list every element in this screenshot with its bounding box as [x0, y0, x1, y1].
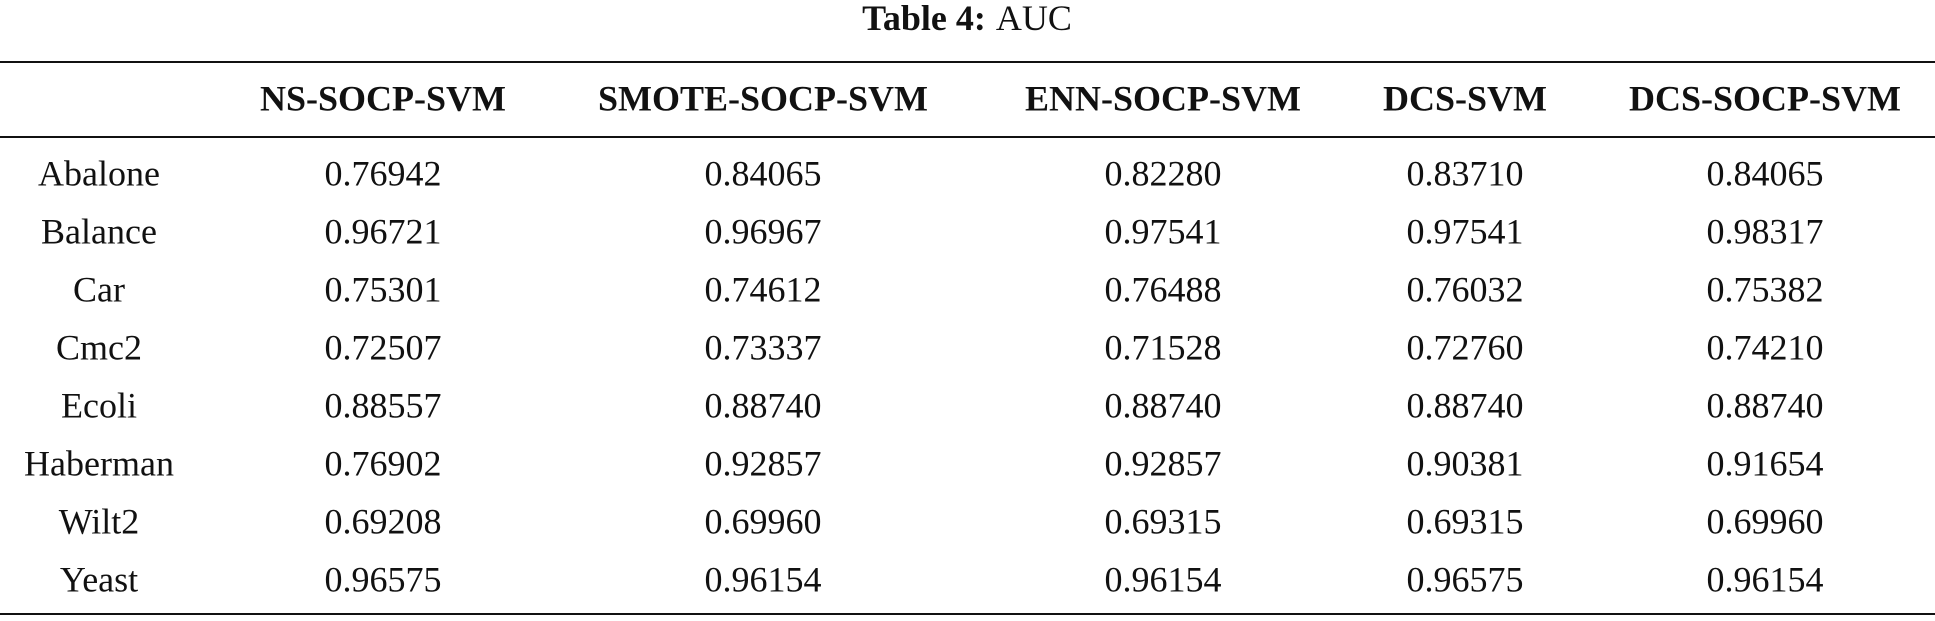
cell: 0.69960: [1707, 501, 1824, 541]
row-label: Car: [73, 269, 125, 309]
cell: 0.83710: [1407, 153, 1524, 193]
cell: 0.71528: [1105, 327, 1222, 367]
cell: 0.76902: [325, 443, 442, 483]
header-cell: SMOTE-SOCP-SVM: [598, 78, 928, 118]
cell: 0.96575: [1407, 559, 1524, 599]
cell: 0.88740: [1105, 385, 1222, 425]
cell: 0.97541: [1407, 211, 1524, 251]
header-cell: DCS-SVM: [1383, 78, 1547, 118]
cell: 0.69208: [325, 501, 442, 541]
caption: Table 4: AUC: [862, 0, 1072, 38]
caption-label: Table 4:: [862, 0, 986, 38]
cell: 0.97541: [1105, 211, 1222, 251]
cell: 0.96967: [705, 211, 822, 251]
cell: 0.96154: [705, 559, 822, 599]
header-cell: NS-SOCP-SVM: [260, 78, 506, 118]
cell: 0.88557: [325, 385, 442, 425]
cell: 0.75301: [325, 269, 442, 309]
header-cell: DCS-SOCP-SVM: [1629, 78, 1901, 118]
cell: 0.72760: [1407, 327, 1524, 367]
cell: 0.98317: [1707, 211, 1824, 251]
cell: 0.69960: [705, 501, 822, 541]
cell: 0.76942: [325, 153, 442, 193]
cell: 0.96721: [325, 211, 442, 251]
cell: 0.82280: [1105, 153, 1222, 193]
cell: 0.73337: [705, 327, 822, 367]
row-label: Balance: [41, 211, 157, 251]
row-label: Yeast: [60, 559, 138, 599]
row-label: Abalone: [38, 153, 160, 193]
cell: 0.90381: [1407, 443, 1524, 483]
cell: 0.69315: [1407, 501, 1524, 541]
row-label: Wilt2: [59, 501, 140, 541]
cell: 0.88740: [1407, 385, 1524, 425]
cell: 0.96154: [1105, 559, 1222, 599]
row-label: Cmc2: [56, 327, 142, 367]
cell: 0.84065: [705, 153, 822, 193]
cell: 0.96154: [1707, 559, 1824, 599]
header-cell: ENN-SOCP-SVM: [1025, 78, 1301, 118]
cell: 0.76032: [1407, 269, 1524, 309]
row-label: Ecoli: [61, 385, 137, 425]
cell: 0.92857: [705, 443, 822, 483]
cell: 0.75382: [1707, 269, 1824, 309]
cell: 0.76488: [1105, 269, 1222, 309]
caption-text: AUC: [996, 0, 1072, 38]
cell: 0.72507: [325, 327, 442, 367]
cell: 0.96575: [325, 559, 442, 599]
cell: 0.88740: [1707, 385, 1824, 425]
cell: 0.88740: [705, 385, 822, 425]
cell: 0.74612: [705, 269, 822, 309]
row-label: Haberman: [24, 443, 174, 483]
cell: 0.91654: [1707, 443, 1824, 483]
cell: 0.84065: [1707, 153, 1824, 193]
cell: 0.69315: [1105, 501, 1222, 541]
cell: 0.74210: [1707, 327, 1824, 367]
cell: 0.92857: [1105, 443, 1222, 483]
